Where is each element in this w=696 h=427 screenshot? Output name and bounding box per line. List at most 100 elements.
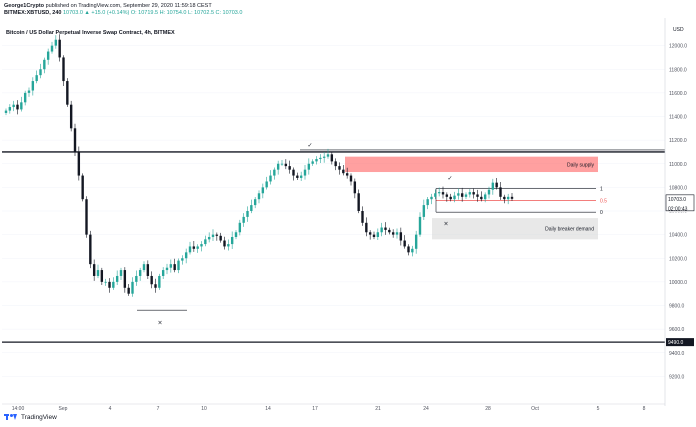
candle-body — [437, 192, 441, 194]
candle-body — [506, 196, 510, 200]
annotations-layer: Bitcoin / US Dollar Perpetual Inverse Sw… — [6, 30, 453, 326]
candle-body — [276, 163, 280, 170]
candle-body — [261, 187, 265, 194]
candle-body — [395, 232, 399, 235]
author-name[interactable]: George1Crypto — [4, 3, 45, 9]
candle-body — [368, 232, 372, 235]
candle-body — [296, 175, 299, 178]
countdown-label: 02:00:43 — [668, 207, 688, 213]
candle-body — [253, 199, 257, 206]
candle-body — [280, 163, 284, 165]
candle-body — [288, 166, 291, 170]
candle-body — [457, 193, 460, 196]
candle-body — [414, 234, 418, 249]
candle-body — [35, 75, 38, 82]
candle-body — [491, 182, 495, 190]
candle-body — [322, 156, 326, 158]
candle-body — [319, 157, 322, 160]
x-tick-label: 4 — [109, 406, 112, 412]
candle-body — [138, 270, 142, 276]
x-tick-label: 21 — [375, 406, 381, 412]
candle-body — [181, 258, 184, 261]
candle-body — [188, 246, 192, 253]
candle-body — [150, 275, 153, 285]
candle-body — [299, 175, 303, 178]
symbol-label: BITMEX:XBTUSD, 240 — [4, 10, 62, 16]
zone-label: Daily breaker demand — [545, 227, 594, 233]
candle-body — [338, 166, 341, 170]
symbol-line: BITMEX:XBTUSD, 240 10703.0 ▲ +15.0 (+0.1… — [4, 10, 242, 17]
time-axis[interactable]: 14:00 Sep 4 7 10 14 17 21 24 28 Oct 5 8 — [2, 403, 665, 412]
candle-body — [12, 104, 15, 108]
price-box — [665, 194, 695, 212]
price-axis[interactable]: USD 12000.0 11800.0 11600.0 11400.0 11200.0 11… — [664, 18, 695, 406]
candles-layer — [4, 34, 514, 297]
check-marker: ✓ — [447, 175, 452, 182]
candle-body — [4, 110, 8, 113]
candle-body — [230, 236, 234, 245]
y-tick-label: 12000.0 — [669, 44, 687, 50]
candle-body — [16, 104, 19, 110]
candle-body — [23, 92, 27, 103]
candle-body — [20, 102, 23, 110]
candle-body — [357, 193, 360, 211]
candle-body — [510, 196, 514, 199]
candle-body — [196, 246, 199, 249]
candle-body — [85, 199, 88, 235]
candle-body — [161, 270, 165, 276]
candle-body — [173, 264, 176, 271]
candle-body — [96, 270, 100, 276]
y-tick-label: 11600.0 — [669, 91, 687, 97]
candle-body — [311, 161, 314, 164]
candle-body — [372, 234, 376, 237]
chart-title: Bitcoin / US Dollar Perpetual Inverse Sw… — [6, 30, 175, 36]
candle-body — [303, 169, 307, 176]
candle-body — [365, 222, 368, 233]
candle-body — [399, 232, 403, 241]
candle-body — [169, 264, 173, 268]
candle-body — [31, 81, 35, 91]
candle-body — [476, 194, 479, 197]
candle-body — [146, 264, 150, 276]
candle-body — [211, 234, 215, 237]
candle-body — [250, 205, 253, 211]
candle-body — [177, 260, 180, 271]
candle-body — [73, 128, 77, 152]
y-tick-label: 11000.0 — [669, 162, 687, 168]
publish-info: published on TradingView.com, September … — [45, 3, 212, 9]
footer-brand[interactable]: TradingView — [4, 413, 57, 421]
candle-body — [483, 194, 487, 200]
candle-body — [135, 275, 138, 282]
x-tick-label: 8 — [643, 406, 646, 412]
y-tick-label: 9800.0 — [669, 304, 685, 310]
cross-marker: × — [443, 220, 448, 227]
y-tick-label: 10000.0 — [669, 280, 687, 286]
x-tick-label: 5 — [597, 406, 600, 412]
y-tick-label: 10800.0 — [669, 185, 687, 191]
candle-body — [81, 175, 84, 200]
candle-body — [207, 236, 211, 240]
candle-body — [43, 59, 46, 70]
candle-body — [361, 211, 364, 223]
countdown-label-bg — [666, 204, 694, 213]
level-price-label-bg — [666, 338, 694, 347]
candle-body — [430, 196, 433, 200]
candle-body — [39, 69, 42, 76]
candle-body — [418, 216, 422, 235]
y-tick-label: 9200.0 — [669, 374, 685, 380]
candle-body — [184, 252, 188, 259]
candle-body — [460, 193, 464, 197]
candle-body — [407, 246, 410, 253]
candle-body — [142, 264, 146, 271]
candle-body — [434, 193, 437, 197]
candle-body — [284, 163, 288, 167]
candle-body — [58, 39, 61, 58]
candle-body — [54, 39, 58, 46]
candle-body — [227, 244, 230, 247]
candle-body — [453, 195, 456, 200]
candle-body — [242, 216, 245, 223]
x-tick-label: 10 — [201, 406, 207, 412]
currency-label: USD — [673, 27, 684, 33]
y-tick-label: 11200.0 — [669, 138, 687, 144]
